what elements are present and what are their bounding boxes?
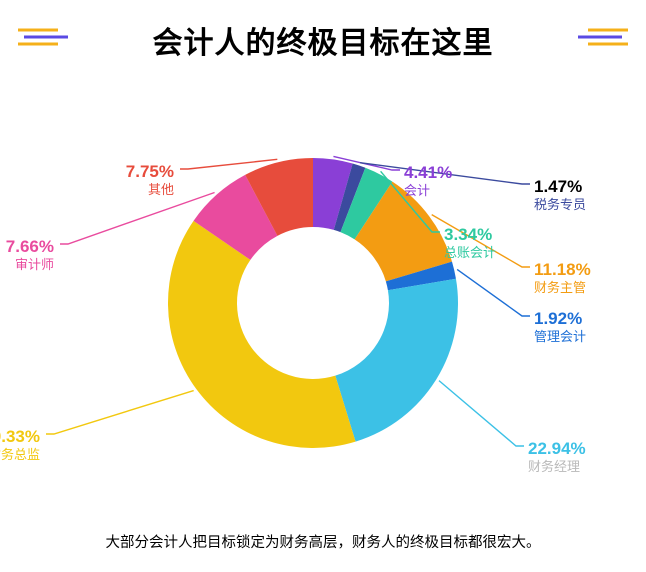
- label-kuaiji: 4.41%会计: [404, 162, 452, 200]
- pct-qita: 7.75%: [114, 161, 174, 182]
- pct-shuiwu: 1.47%: [534, 176, 586, 197]
- leader-guanli: [457, 269, 530, 316]
- label-jingli: 22.94%财务经理: [528, 438, 586, 476]
- label-shenji: 7.66%审计师: [0, 236, 54, 274]
- pct-zhuguan: 11.18%: [534, 259, 591, 280]
- name-zongzhang: 总账会计: [444, 245, 496, 261]
- name-jingli: 财务经理: [528, 459, 586, 475]
- label-guanli: 1.92%管理会计: [534, 308, 586, 346]
- pct-jingli: 22.94%: [528, 438, 586, 459]
- label-zongzhang: 3.34%总账会计: [444, 224, 496, 262]
- page-title: 会计人的终极目标在这里: [153, 18, 494, 62]
- label-zhuguan: 11.18%财务主管: [534, 259, 591, 297]
- label-zongjian: 39.33%财务总监: [0, 426, 40, 464]
- label-shuiwu: 1.47%税务专员: [534, 176, 586, 214]
- header: 会计人的终极目标在这里: [0, 0, 646, 72]
- name-zhuguan: 财务主管: [534, 280, 591, 296]
- pct-zongjian: 39.33%: [0, 426, 40, 447]
- caption-text: 大部分会计人把目标锁定为财务高层，财务人的终极目标都很宏大。: [0, 531, 646, 552]
- name-qita: 其他: [114, 182, 174, 198]
- name-shuiwu: 税务专员: [534, 197, 586, 213]
- pct-shenji: 7.66%: [0, 236, 54, 257]
- pct-kuaiji: 4.41%: [404, 162, 452, 183]
- accent-left-icon: [18, 24, 74, 50]
- name-guanli: 管理会计: [534, 329, 586, 345]
- label-qita: 7.75%其他: [114, 161, 174, 199]
- name-zongjian: 财务总监: [0, 447, 40, 463]
- slice-jingli: [335, 279, 458, 442]
- name-shenji: 审计师: [0, 257, 54, 273]
- slice-zongjian: [168, 221, 356, 448]
- name-kuaiji: 会计: [404, 183, 452, 199]
- pct-guanli: 1.92%: [534, 308, 586, 329]
- accent-right-icon: [572, 24, 628, 50]
- donut-svg: [168, 158, 458, 448]
- pct-zongzhang: 3.34%: [444, 224, 496, 245]
- donut-chart: 4.41%会计 1.47%税务专员 3.34%总账会计 11.18%财务主管 1.92%…: [0, 72, 646, 502]
